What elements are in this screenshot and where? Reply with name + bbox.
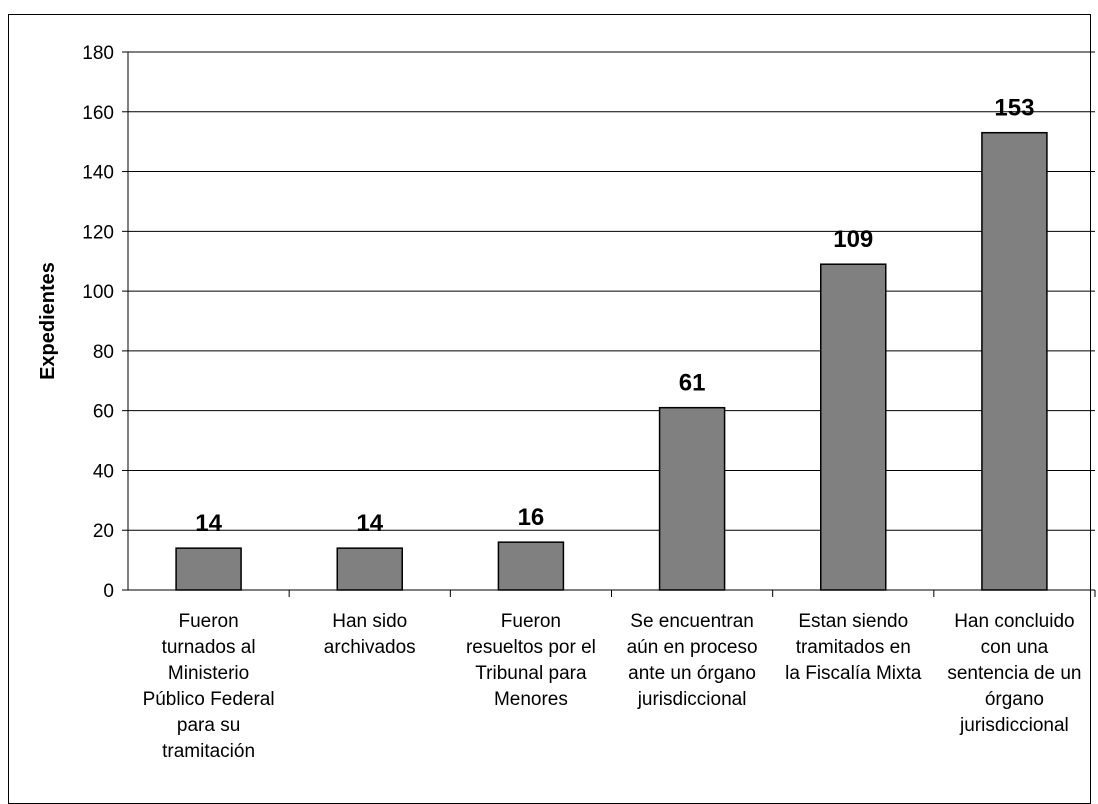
bar-value-label: 14 <box>195 510 222 537</box>
x-category-label: Han sido archivados <box>323 611 416 658</box>
bar <box>336 547 403 591</box>
bar-value-label: 109 <box>833 226 873 253</box>
bar-value-label: 14 <box>356 510 383 537</box>
x-category-label: Han concluido con una sentencia de un ór… <box>947 611 1082 736</box>
bar-value-label: 153 <box>994 95 1034 122</box>
x-category-label: Estan siendo tramitados en la Fiscalía M… <box>785 611 922 684</box>
chart-frame <box>8 14 1091 804</box>
bar <box>497 541 565 591</box>
bar-value-label: 61 <box>679 370 706 397</box>
y-tick-label: 60 <box>93 402 114 423</box>
bar <box>820 263 887 591</box>
y-tick-label: 140 <box>82 163 114 184</box>
y-tick-label: 80 <box>93 342 114 363</box>
y-tick-label: 40 <box>93 461 114 482</box>
y-tick-label: 100 <box>82 282 114 303</box>
bar <box>175 547 242 591</box>
y-tick-label: 20 <box>93 521 114 542</box>
y-axis-title: Expedientes <box>37 262 59 380</box>
y-tick-label: 180 <box>82 43 114 64</box>
bar <box>658 406 726 591</box>
y-tick-label: 120 <box>82 222 114 243</box>
x-category-label: Fueron turnados al Ministerio Público Fe… <box>142 611 275 762</box>
y-tick-label: 0 <box>103 581 114 602</box>
x-category-label: Fueron resueltos por el Tribunal para Me… <box>465 611 596 710</box>
bar-value-label: 16 <box>518 504 545 531</box>
y-tick-label: 160 <box>82 103 114 124</box>
bar <box>981 131 1048 591</box>
x-category-label: Se encuentran aún en proceso ante un órg… <box>626 611 758 710</box>
